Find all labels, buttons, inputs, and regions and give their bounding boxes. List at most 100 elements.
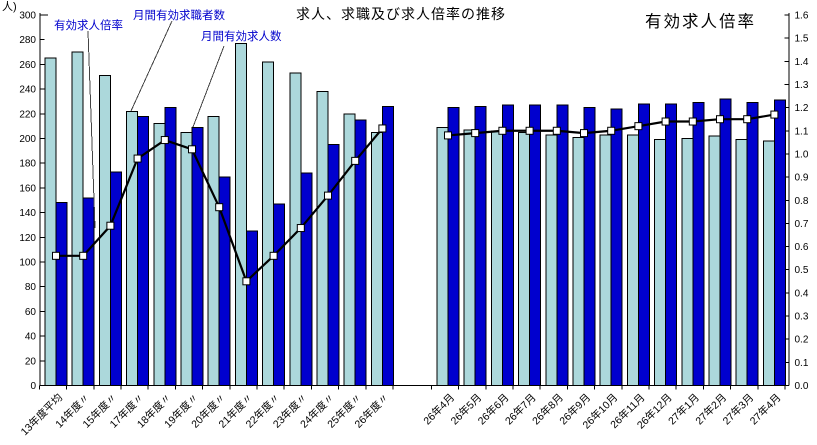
- ratio-marker: [160, 136, 169, 145]
- ratio-label-leader-line: [87, 30, 96, 229]
- seekers-bar: [545, 134, 558, 386]
- left-axis-tick-label: 120: [19, 233, 36, 244]
- ratio-annotation-label: 有効求人倍率: [54, 18, 123, 32]
- left-axis-tick-label: 20: [25, 356, 37, 367]
- seekers-bar: [343, 113, 356, 387]
- right-axis-tick-label: 0.9: [795, 173, 809, 184]
- offers-bar: [327, 144, 340, 386]
- ratio-marker: [471, 129, 480, 138]
- right-axis-tick-label: 1.1: [795, 126, 809, 137]
- ratio-marker: [743, 115, 752, 124]
- left-axis-tick-label: 240: [19, 85, 36, 96]
- seekers-bar: [654, 139, 667, 386]
- left-axis-tick-label: 220: [19, 109, 36, 120]
- ratio-marker: [133, 154, 142, 163]
- ratio-marker: [607, 126, 616, 135]
- seekers-bar: [708, 135, 721, 386]
- ratio-marker: [324, 191, 332, 200]
- ratio-marker: [106, 221, 115, 230]
- right-axis-tick-label: 0.7: [795, 219, 809, 230]
- offers-bar: [773, 99, 786, 386]
- ratio-marker: [444, 131, 452, 140]
- ratio-marker: [688, 117, 697, 126]
- category-label: 13年度平均: [18, 391, 65, 438]
- seekers-bar: [572, 136, 585, 386]
- offers-bar: [55, 202, 68, 386]
- right-axis-tick-label: 0.0: [795, 381, 809, 392]
- seekers-annotation-label: 月間有効求職者数: [133, 8, 225, 22]
- right-axis-tick-label: 1.5: [795, 34, 809, 45]
- offers-bar: [447, 107, 460, 386]
- seekers-bar: [207, 115, 220, 387]
- offers-bar: [583, 107, 596, 386]
- ratio-line-layer: [52, 110, 779, 286]
- seekers-bar: [735, 139, 748, 386]
- left-axis-tick-label: 100: [19, 258, 36, 269]
- ratio-marker: [378, 124, 387, 133]
- right-axis-tick-label: 1.4: [795, 57, 809, 68]
- right-axis-tick-label: 1.2: [795, 103, 809, 114]
- offers-bar: [529, 104, 542, 386]
- offers-bar: [109, 171, 122, 386]
- seekers-bar: [44, 57, 57, 386]
- ratio-marker: [634, 122, 643, 131]
- left-axis-tick-label: 60: [25, 307, 37, 318]
- seekers-bar: [370, 131, 383, 386]
- ratio-marker: [580, 129, 588, 138]
- seekers-bar: [234, 42, 247, 386]
- right-axis-tick-label: 0.8: [795, 196, 809, 207]
- seekers-bar: [153, 123, 166, 387]
- offers-bar: [273, 203, 286, 386]
- seekers-bar: [599, 134, 612, 386]
- ratio-marker: [351, 156, 360, 165]
- offers-annotation-label: 月間有効求人数: [201, 29, 282, 43]
- page-title: 求人、求職及び求人倍率の推移: [296, 6, 506, 22]
- right-axis-title: 有効求人倍率: [645, 12, 756, 31]
- offers-bar: [610, 108, 623, 387]
- bars-layer: [44, 42, 786, 387]
- offers-bar: [218, 176, 231, 386]
- right-axis-tick-label: 0.3: [795, 312, 809, 323]
- seekers-bar: [262, 61, 275, 387]
- offers-bar: [354, 119, 367, 386]
- right-axis-tick-label: 0.1: [795, 358, 809, 369]
- ratio-marker: [716, 115, 724, 124]
- left-axis-tick-label: 40: [25, 332, 37, 343]
- offers-bar: [501, 104, 514, 386]
- offers-bar: [637, 103, 650, 386]
- offers-bar: [191, 126, 204, 386]
- ratio-marker: [242, 277, 251, 286]
- ratio-marker: [52, 251, 60, 260]
- right-axis-tick-label: 1.3: [795, 80, 809, 91]
- offers-bar: [82, 197, 95, 386]
- left-axis-tick-label: 140: [19, 208, 36, 219]
- right-axis-tick-label: 1.6: [795, 11, 809, 22]
- seekers-bar: [436, 126, 449, 386]
- seekers-bar: [762, 140, 775, 386]
- seekers-bar: [71, 51, 84, 387]
- seekers-bar: [490, 130, 503, 386]
- seekers-bar: [463, 129, 476, 386]
- left-axis-tick-label: 260: [19, 60, 36, 71]
- offers-bar: [381, 105, 394, 386]
- axes-layer: 0 20 40 60 80 100 120 140 160 180 200 220 240 260 280 3…: [19, 11, 809, 393]
- left-axis-tick-label: 80: [25, 282, 37, 293]
- offers-bar: [245, 230, 258, 386]
- ratio-marker: [661, 117, 670, 126]
- offers-label-leader-line: [192, 45, 225, 128]
- left-axis-tick-label: 160: [19, 183, 36, 194]
- seekers-bar: [681, 138, 694, 386]
- ratio-marker: [770, 110, 779, 119]
- left-axis-tick-label: 180: [19, 159, 36, 170]
- right-axis-tick-label: 1.0: [795, 149, 809, 160]
- offers-bar: [556, 104, 569, 386]
- offers-bar: [692, 102, 705, 386]
- offers-bar: [137, 115, 150, 387]
- ratio-marker: [525, 126, 534, 135]
- left-axis-unit: 人): [2, 0, 17, 13]
- ratio-marker: [296, 224, 305, 233]
- seekers-bar: [126, 110, 139, 387]
- offers-bar: [665, 103, 678, 386]
